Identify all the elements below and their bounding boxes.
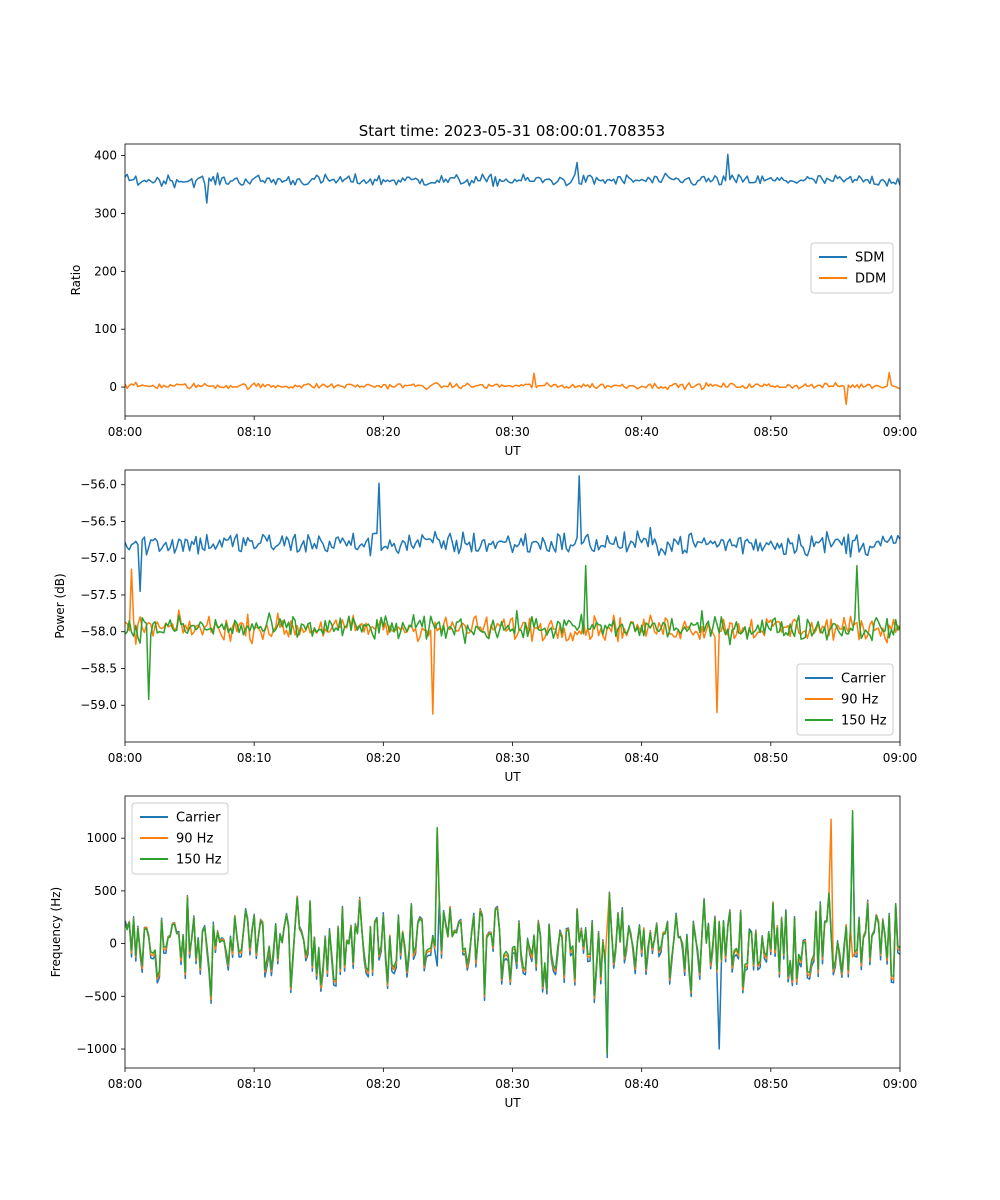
x-axis-label: UT [504, 444, 521, 458]
y-tick-label: −500 [84, 989, 117, 1003]
legend-label: DDM [855, 272, 886, 287]
y-tick-label: 100 [94, 322, 117, 336]
legend-label: 150 Hz [841, 714, 887, 729]
legend-box [796, 663, 894, 736]
legend-label: 90 Hz [176, 832, 213, 847]
x-tick-label: 09:00 [883, 425, 918, 439]
series-group [125, 153, 900, 406]
series-group [125, 810, 900, 1059]
y-tick-label: 300 [94, 206, 117, 220]
chart-panel-2: 08:00 08:10 08:20 08:30 08:40 08:50 09:00 −59.0… [53, 469, 918, 784]
x-tick-label: 08:00 [108, 425, 143, 439]
x-tick-label: 08:10 [237, 1077, 272, 1091]
x-tick-label: 08:30 [495, 425, 530, 439]
x-tick-label: 08:50 [754, 425, 789, 439]
y-tick-label: −57.0 [80, 551, 117, 565]
legend-label: 150 Hz [176, 853, 222, 868]
x-tick-label: 08:20 [366, 425, 401, 439]
legend-label: 90 Hz [841, 693, 878, 708]
legend-box [810, 242, 894, 294]
y-axis-label: Power (dB) [53, 573, 67, 638]
y-tick-label: −59.0 [80, 698, 117, 712]
legend-box [131, 802, 229, 875]
legend-label: Carrier [176, 811, 221, 826]
x-tick-label: 08:20 [366, 1077, 401, 1091]
y-tick-label: 400 [94, 149, 117, 163]
x-tick-label: 08:10 [237, 425, 272, 439]
legend-label: Carrier [841, 672, 886, 687]
chart-panel-3: 08:00 08:10 08:20 08:30 08:40 08:50 09:00 −1000… [49, 795, 918, 1110]
y-tick-label: −1000 [76, 1042, 117, 1056]
series-group [125, 475, 900, 715]
y-tick-label: −58.5 [80, 661, 117, 675]
x-tick-label: 08:10 [237, 751, 272, 765]
series-line-90-hz [125, 568, 900, 715]
legend: SDM DDM [810, 242, 894, 294]
x-tick-label: 08:40 [624, 425, 659, 439]
y-tick-label: −56.0 [80, 478, 117, 492]
y-tick-label: 500 [94, 884, 117, 898]
y-tick-label: −57.5 [80, 588, 117, 602]
chart-panel-1: 08:00 08:10 08:20 08:30 08:40 08:50 09:00 0 100 2… [69, 143, 918, 458]
x-axis-label: UT [504, 1096, 521, 1110]
legend: Carrier 90 Hz 150 Hz [131, 802, 229, 875]
series-line-150-hz [125, 810, 900, 1056]
axes-frame [124, 469, 901, 743]
legend-label: SDM [855, 251, 884, 266]
y-tick-label: 0 [109, 937, 117, 951]
y-tick-label: −56.5 [80, 514, 117, 528]
y-axis-label: Frequency (Hz) [49, 887, 63, 978]
x-tick-label: 08:50 [754, 751, 789, 765]
x-tick-label: 08:00 [108, 1077, 143, 1091]
y-tick-label: −58.0 [80, 625, 117, 639]
series-line-carrier [125, 816, 900, 1059]
series-line-90-hz [125, 818, 900, 1001]
series-line-carrier [125, 475, 900, 593]
series-line-150-hz [125, 564, 900, 701]
y-tick-label: 0 [109, 380, 117, 394]
x-tick-label: 08:30 [495, 1077, 530, 1091]
series-line-ddm [125, 371, 900, 406]
y-axis-label: Ratio [69, 265, 83, 296]
axes-frame [124, 795, 901, 1069]
x-axis-label: UT [504, 770, 521, 784]
chart-panels: 08:00 08:10 08:20 08:30 08:40 08:50 09:00 0 100 2… [49, 143, 918, 1110]
x-tick-label: 09:00 [883, 751, 918, 765]
x-tick-label: 08:40 [624, 1077, 659, 1091]
y-tick-label: 200 [94, 264, 117, 278]
legend: Carrier 90 Hz 150 Hz [796, 663, 894, 736]
x-tick-label: 08:20 [366, 751, 401, 765]
chart-title: Start time: 2023-05-31 08:00:01.708353 [359, 122, 665, 140]
y-tick-label: 1000 [86, 831, 117, 845]
x-tick-label: 08:40 [624, 751, 659, 765]
x-tick-label: 08:50 [754, 1077, 789, 1091]
x-tick-label: 09:00 [883, 1077, 918, 1091]
series-line-sdm [125, 153, 900, 204]
x-tick-label: 08:30 [495, 751, 530, 765]
x-tick-label: 08:00 [108, 751, 143, 765]
